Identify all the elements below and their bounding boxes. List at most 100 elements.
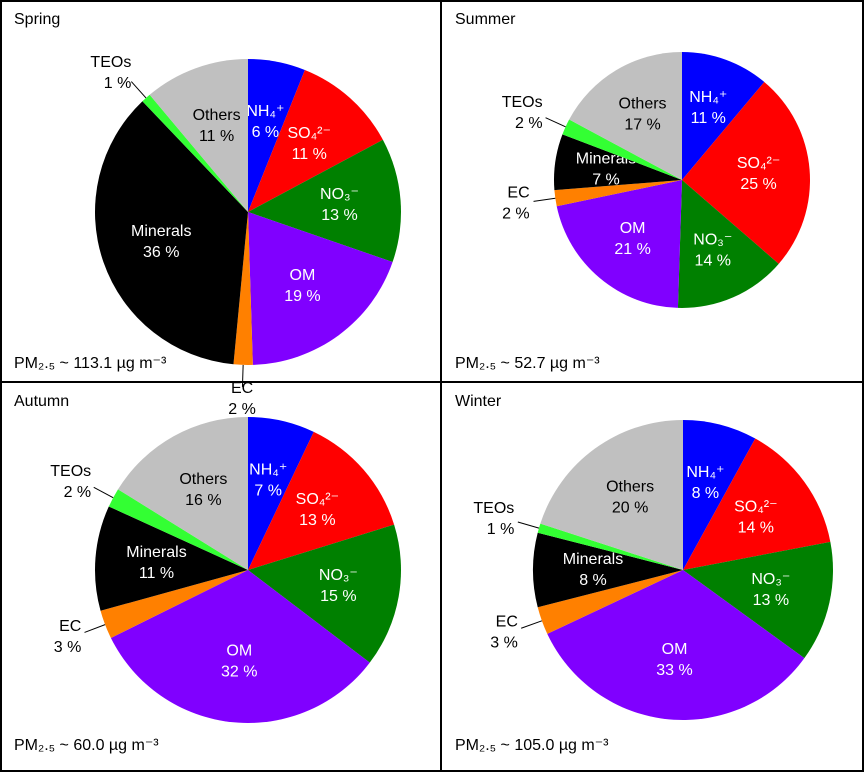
data-label: 20 % (612, 499, 648, 516)
slice-name: NO₃⁻ (320, 186, 359, 203)
pie-slice (248, 431, 395, 570)
slice-name: Others (606, 478, 654, 495)
slice-name: EC (496, 614, 518, 631)
slice-name: TEOs (50, 463, 91, 480)
pie-slice (683, 420, 756, 570)
pie-slice (554, 134, 682, 191)
slice-name: Others (193, 107, 241, 124)
pie-slice (562, 119, 682, 180)
slice-name: OM (226, 643, 252, 660)
slice-name: Others (619, 95, 667, 112)
slice-name: NO₃⁻ (319, 567, 358, 584)
slice-name: TEOs (90, 54, 131, 71)
data-label: 13 % (753, 592, 789, 609)
panel-title: Spring (14, 11, 60, 28)
slice-name: Others (179, 471, 227, 488)
slice-name: Minerals (131, 223, 191, 240)
panel-title: Summer (455, 11, 516, 28)
data-label: 13 % (299, 512, 335, 529)
pie-slice (233, 212, 253, 366)
slice-name: NO₃⁻ (693, 232, 732, 249)
data-label: 2 % (502, 205, 530, 222)
annotation: PM₂.₅ ~ 113.1 µg m⁻³ (14, 355, 167, 372)
slice-name: SO₄²⁻ (737, 155, 780, 172)
slice-name: SO₄²⁻ (734, 498, 777, 515)
data-label: 2 % (228, 401, 256, 418)
pie-slice (682, 81, 810, 264)
slice-name: SO₄²⁻ (296, 491, 339, 508)
pie-slice (537, 523, 683, 570)
leader-line (517, 521, 540, 529)
leader-line (533, 197, 556, 202)
data-label: 8 % (579, 572, 607, 589)
slice-name: OM (290, 267, 316, 284)
annotation: PM₂.₅ ~ 52.7 µg m⁻³ (455, 355, 600, 372)
pie-slice (110, 570, 370, 723)
slice-name: NH₄⁺ (686, 464, 724, 481)
pie-slice (569, 52, 682, 180)
pie-slice (117, 417, 249, 570)
data-label: 21 % (614, 241, 650, 258)
data-label: 36 % (143, 244, 179, 261)
data-label: 2 % (64, 484, 92, 501)
annotation: PM₂.₅ ~ 105.0 µg m⁻³ (455, 737, 609, 754)
data-label: 32 % (221, 664, 257, 681)
leader-line (545, 117, 566, 128)
data-label: 14 % (695, 253, 731, 270)
pie-slice (683, 438, 831, 570)
pie-slice (248, 417, 314, 570)
slice-name: EC (507, 184, 529, 201)
pie-slice (677, 180, 779, 308)
pie-slice (95, 101, 248, 365)
annotation: PM₂.₅ ~ 60.0 µg m⁻³ (14, 737, 159, 754)
data-label: 1 % (487, 521, 515, 538)
data-label: 3 % (54, 639, 82, 656)
slice-name: EC (231, 380, 253, 397)
data-label: 16 % (185, 492, 221, 509)
slice-name: EC (59, 618, 81, 635)
slice-name: Minerals (563, 551, 623, 568)
slice-name: OM (620, 220, 646, 237)
data-label: 11 % (199, 128, 234, 145)
data-label: 13 % (321, 207, 357, 224)
data-label: 3 % (490, 635, 518, 652)
panel-title: Autumn (14, 393, 69, 410)
pie-slice (108, 489, 249, 570)
data-label: 2 % (515, 115, 543, 132)
pie-slice (100, 570, 248, 638)
slice-name: OM (662, 641, 688, 658)
data-label: 1 % (104, 75, 132, 92)
pie-slice (556, 180, 682, 308)
data-label: 11 % (292, 146, 327, 163)
leader-line (84, 624, 106, 633)
pie-slice (248, 59, 305, 212)
leader-line (93, 486, 114, 499)
pie-slice (683, 541, 833, 659)
data-label: 33 % (656, 662, 692, 679)
data-label: 25 % (740, 176, 776, 193)
slice-name: TEOs (502, 94, 543, 111)
pie-slice (682, 52, 765, 180)
slice-name: TEOs (473, 500, 514, 517)
data-label: 7 % (254, 483, 282, 500)
leader-line (241, 364, 244, 387)
pie-slice (142, 94, 248, 212)
slice-name: NH₄⁺ (249, 462, 287, 479)
data-label: 14 % (738, 519, 774, 536)
pie-slice (537, 570, 683, 634)
slice-name: Minerals (126, 544, 186, 561)
data-label: 6 % (252, 124, 280, 141)
pie-slice (248, 139, 401, 263)
slice-name: NH₄⁺ (246, 103, 284, 120)
pie-slice (248, 212, 393, 365)
data-label: 7 % (592, 171, 620, 188)
data-label: 11 % (139, 565, 174, 582)
pie-slice (149, 59, 248, 212)
data-label: 11 % (691, 110, 726, 127)
pie-slice (95, 506, 249, 611)
slice-name: NO₃⁻ (751, 571, 790, 588)
leader-line (130, 81, 147, 99)
